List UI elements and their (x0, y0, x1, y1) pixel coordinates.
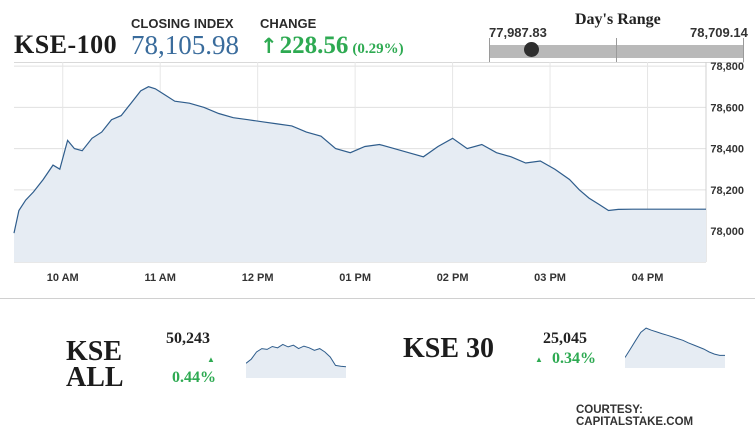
y-tick-label: 78,800 (710, 62, 744, 73)
change-percent: (0.29%) (352, 41, 404, 57)
change-value: 228.56 (279, 32, 349, 59)
kse-all-value: 50,243 (166, 330, 210, 347)
kse-all-name: KSE ALL (66, 336, 124, 393)
x-tick-label: 12 PM (242, 272, 274, 284)
range-divider (489, 38, 490, 62)
x-tick-label: 04 PM (632, 272, 664, 284)
change-label: CHANGE (260, 16, 317, 31)
x-tick-label: 02 PM (437, 272, 469, 284)
divider (14, 62, 744, 63)
chart-area-fill (14, 86, 706, 262)
kse-all-sparkline (246, 343, 346, 378)
y-tick-label: 78,600 (710, 102, 744, 114)
change-row: ↑228.56 (0.29%) (260, 32, 404, 60)
kse-all-name-line2: ALL (66, 362, 124, 393)
kse-30-sparkline (625, 327, 725, 368)
intraday-chart[interactable]: 78,800 78,600 78,400 78,200 78,000 10 AM 11 AM… (0, 62, 755, 298)
x-tick-label: 01 PM (339, 272, 371, 284)
closing-index-value: 78,105.98 (131, 30, 239, 60)
closing-index-label: CLOSING INDEX (131, 16, 234, 31)
y-tick-label: 78,000 (710, 226, 744, 238)
x-tick-label: 11 AM (145, 272, 176, 284)
days-range-title: Day's Range (575, 11, 661, 28)
kse-30-name: KSE 30 (403, 333, 495, 364)
up-arrow-icon: ↑ (260, 34, 278, 58)
kse-all-name-line1: KSE (66, 336, 123, 367)
kse-30-value: 25,045 (543, 330, 587, 347)
days-range-marker (523, 42, 539, 57)
sparkline-line (246, 343, 346, 368)
kse-all-change-percent: 0.44% (172, 369, 216, 386)
index-ticker: KSE-100 (14, 30, 118, 59)
days-range-high: 78,709.14 (690, 25, 748, 40)
x-tick-label: 10 AM (47, 272, 79, 284)
y-tick-label: 78,200 (710, 185, 744, 197)
days-range-low: 77,987.83 (489, 25, 547, 40)
range-divider (743, 38, 744, 62)
divider (0, 298, 755, 299)
x-tick-label: 03 PM (534, 272, 566, 284)
sparkline-line (625, 327, 725, 358)
range-divider (616, 38, 617, 62)
courtesy-credit: COURTESY: CAPITALSTAKE.COM (576, 404, 694, 428)
up-triangle-icon: ▲ (535, 355, 543, 364)
y-tick-label: 78,400 (710, 144, 744, 156)
sparkline-area (246, 344, 346, 378)
sparkline-area (625, 328, 725, 368)
kse-30-change-percent: 0.34% (552, 350, 596, 367)
up-triangle-icon: ▲ (207, 355, 215, 364)
chart-series-line (13, 86, 706, 234)
